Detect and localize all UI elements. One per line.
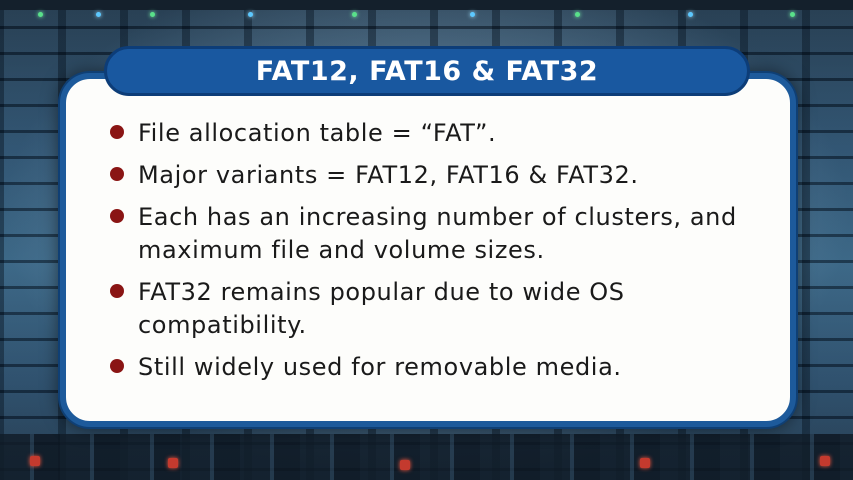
bullet-item: Each has an increasing number of cluster… <box>110 201 770 267</box>
led-icon <box>470 12 475 17</box>
red-led-icon <box>168 458 178 468</box>
bullet-text: FAT32 remains popular due to wide OS com… <box>138 278 625 339</box>
led-icon <box>575 12 580 17</box>
led-icon <box>38 12 43 17</box>
bullet-dot-icon <box>110 359 124 373</box>
status-leds <box>0 12 853 24</box>
bullet-text: File allocation table = “FAT”. <box>138 119 497 147</box>
led-icon <box>150 12 155 17</box>
bullet-dot-icon <box>110 167 124 181</box>
bullet-text: Still widely used for removable media. <box>138 353 622 381</box>
bullet-dot-icon <box>110 209 124 223</box>
led-icon <box>790 12 795 17</box>
bullet-dot-icon <box>110 284 124 298</box>
bullet-text: Major variants = FAT12, FAT16 & FAT32. <box>138 161 639 189</box>
red-led-icon <box>400 460 410 470</box>
content-card <box>60 73 796 427</box>
bullet-item: FAT32 remains popular due to wide OS com… <box>110 276 770 342</box>
bullet-item: File allocation table = “FAT”. <box>110 117 770 150</box>
red-led-icon <box>820 456 830 466</box>
bullet-item: Still widely used for removable media. <box>110 351 770 384</box>
led-icon <box>352 12 357 17</box>
led-icon <box>248 12 253 17</box>
bullet-text: Each has an increasing number of cluster… <box>138 203 737 264</box>
slide-title: FAT12, FAT16 & FAT32 <box>255 55 599 87</box>
bottom-rack-strip <box>0 434 853 480</box>
bullet-list: File allocation table = “FAT”. Major var… <box>110 117 770 393</box>
title-bar: FAT12, FAT16 & FAT32 <box>104 46 750 96</box>
top-rack-edge <box>0 0 853 10</box>
bullet-dot-icon <box>110 125 124 139</box>
bullet-item: Major variants = FAT12, FAT16 & FAT32. <box>110 159 770 192</box>
led-icon <box>96 12 101 17</box>
red-led-icon <box>640 458 650 468</box>
red-led-icon <box>30 456 40 466</box>
led-icon <box>688 12 693 17</box>
